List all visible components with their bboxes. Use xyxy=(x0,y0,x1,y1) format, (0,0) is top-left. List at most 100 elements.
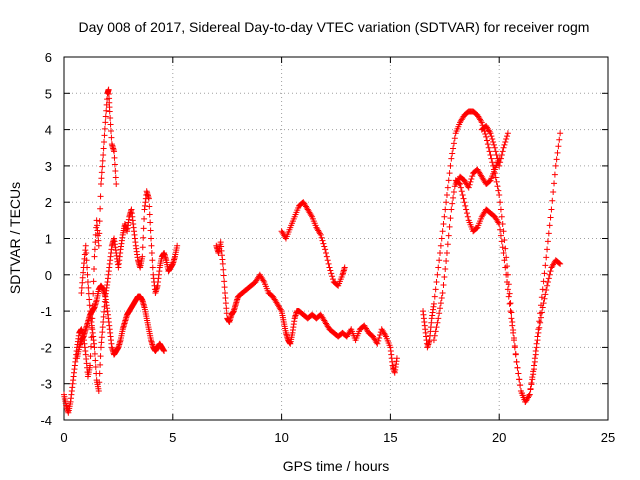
y-tick-label: 4 xyxy=(45,123,52,138)
data-point xyxy=(463,206,470,213)
data-point xyxy=(508,315,515,322)
data-point xyxy=(509,322,516,329)
data-point xyxy=(439,228,446,235)
data-point xyxy=(147,219,154,226)
data-point xyxy=(484,137,491,144)
data-point xyxy=(95,242,102,249)
data-point xyxy=(516,376,523,383)
data-point xyxy=(322,250,329,257)
data-point xyxy=(457,184,464,191)
data-point xyxy=(431,332,438,339)
data-point xyxy=(554,149,561,156)
data-point xyxy=(100,145,107,152)
data-point xyxy=(492,174,499,181)
data-point xyxy=(221,284,228,291)
data-point xyxy=(500,228,507,235)
data-point xyxy=(433,279,440,286)
data-point xyxy=(450,194,457,201)
data-point xyxy=(546,271,553,278)
y-tick-label: 1 xyxy=(45,232,52,247)
data-point xyxy=(102,119,109,126)
data-point xyxy=(492,148,499,155)
data-point xyxy=(96,218,103,225)
data-point xyxy=(435,264,442,271)
data-point xyxy=(517,382,524,389)
x-tick-label: 20 xyxy=(492,430,506,445)
data-point xyxy=(98,169,105,176)
data-point xyxy=(532,351,539,358)
data-point xyxy=(442,265,449,272)
data-point xyxy=(374,340,381,347)
data-point xyxy=(504,286,511,293)
data-point xyxy=(451,135,458,142)
data-point xyxy=(321,243,328,250)
data-point xyxy=(548,206,555,213)
data-point xyxy=(80,269,87,276)
data-point xyxy=(477,117,484,124)
data-point xyxy=(496,191,503,198)
data-point xyxy=(96,230,103,237)
data-point xyxy=(542,291,549,298)
data-point xyxy=(483,133,490,140)
data-point xyxy=(82,242,89,249)
data-point xyxy=(86,296,93,303)
data-point xyxy=(495,219,502,226)
data-point xyxy=(141,215,148,222)
data-point xyxy=(443,258,450,265)
data-point xyxy=(87,353,94,360)
data-point xyxy=(512,351,519,358)
data-point xyxy=(550,189,557,196)
data-point xyxy=(78,284,85,291)
data-point xyxy=(434,271,441,278)
data-point xyxy=(97,205,104,212)
data-point xyxy=(515,370,522,377)
data-point xyxy=(557,130,564,137)
y-tick-label: -3 xyxy=(40,377,52,392)
data-point xyxy=(437,242,444,249)
data-point xyxy=(90,278,97,285)
chart-title: Day 008 of 2017, Sidereal Day-to-day VTE… xyxy=(79,19,590,35)
data-point xyxy=(443,199,450,206)
data-point xyxy=(85,284,92,291)
data-point xyxy=(556,260,563,267)
series-seg7 xyxy=(430,177,564,405)
data-point xyxy=(544,282,551,289)
data-point xyxy=(147,227,154,234)
data-point xyxy=(534,337,541,344)
data-point xyxy=(497,226,504,233)
y-tick-label: 6 xyxy=(45,50,52,65)
data-point xyxy=(444,241,451,248)
data-point xyxy=(308,212,315,219)
data-point xyxy=(100,318,107,325)
data-point xyxy=(442,206,449,213)
data-point xyxy=(112,167,119,174)
data-point xyxy=(376,332,383,339)
data-point xyxy=(149,264,156,271)
data-point xyxy=(446,223,453,230)
data-point xyxy=(487,152,494,159)
data-point xyxy=(445,177,452,184)
data-points xyxy=(61,86,564,416)
data-point xyxy=(83,257,90,264)
data-point xyxy=(528,381,535,388)
data-point xyxy=(467,178,474,185)
data-point xyxy=(222,289,229,296)
data-point xyxy=(450,189,457,196)
data-point xyxy=(545,275,552,282)
data-point xyxy=(393,355,400,362)
y-tick-label: 0 xyxy=(45,268,52,283)
data-point xyxy=(489,159,496,166)
data-point xyxy=(494,183,501,190)
data-point xyxy=(464,213,471,220)
data-point xyxy=(499,244,506,251)
data-point xyxy=(140,234,147,241)
data-point xyxy=(482,130,489,137)
data-point xyxy=(437,300,444,307)
data-point xyxy=(435,315,442,322)
data-point xyxy=(557,260,564,267)
data-point xyxy=(222,300,229,307)
data-point xyxy=(437,250,444,257)
data-point xyxy=(87,362,94,369)
data-point xyxy=(493,152,500,159)
data-point xyxy=(106,108,113,115)
